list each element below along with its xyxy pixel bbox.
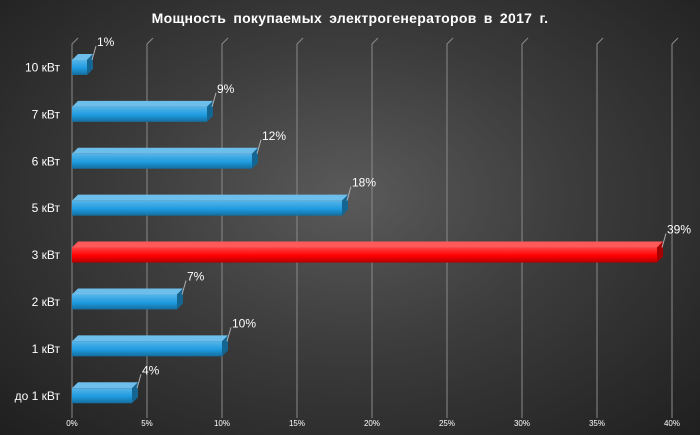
bar-top-face [72,147,258,154]
bar-side-face [87,53,93,75]
gridline [596,37,604,418]
x-tick-label: 0% [66,419,78,428]
bar-top-face [72,53,93,60]
bar-top-face [72,241,663,248]
bar [72,100,213,122]
data-label-leader [91,45,97,61]
bar-front-face [72,294,177,310]
category-label: 3 кВт [32,248,61,262]
category-label: 6 кВт [32,154,61,168]
category-label: 5 кВт [32,201,61,215]
bar-front-face [72,388,132,404]
x-tick-label: 30% [514,419,530,428]
gridline [221,37,229,418]
category-label: 7 кВт [32,107,61,121]
bar-side-face [207,100,213,122]
chart-title: Мощность покупаемых электрогенераторов в… [151,10,549,26]
data-label: 10% [232,316,256,330]
bar-top-face [72,288,183,295]
data-label: 7% [187,269,205,283]
data-label: 1% [97,35,115,49]
bar-top-face [72,382,138,389]
gridline [446,37,454,418]
data-label-leader [346,186,352,201]
x-tick-label: 15% [289,419,305,428]
gridline [671,37,679,418]
data-label: 4% [142,363,160,377]
bar [72,241,663,263]
x-tick-label: 40% [664,419,680,428]
data-label-leader [136,374,142,389]
data-label-leader [661,233,667,248]
bar-side-face [177,288,183,310]
bar [72,335,228,357]
bar-side-face [657,241,663,263]
gridline [296,37,304,418]
bar-top-face [72,100,213,107]
bar-front-face [72,59,87,75]
bar-side-face [132,382,138,404]
x-tick-label: 10% [214,419,230,428]
category-label: до 1 кВт [15,389,61,403]
data-label: 9% [217,82,235,96]
gridline [371,37,379,418]
x-tick-label: 5% [141,419,153,428]
category-label: 2 кВт [32,295,61,309]
gridline [146,37,154,418]
x-tick-label: 35% [589,419,605,428]
bar-front-face [72,200,342,216]
data-label-leader [256,139,262,154]
bar-front-face [72,106,207,122]
bar [72,53,93,75]
bar [72,147,258,169]
gridline [71,37,79,418]
gridline [521,37,529,418]
data-label-leader [226,327,232,342]
bar-front-face [72,341,222,357]
bar [72,194,348,216]
bar-side-face [222,335,228,357]
data-label-leader [211,92,217,107]
bar-top-face [72,335,228,342]
x-tick-label: 20% [364,419,380,428]
data-label: 12% [262,129,286,143]
bar [72,382,138,404]
bar-top-face [72,194,348,201]
data-label: 18% [352,176,376,190]
data-label: 39% [667,223,691,237]
data-label-leader [181,280,187,295]
category-label: 1 кВт [32,342,61,356]
bar [72,288,183,310]
bar-side-face [252,147,258,169]
bar-front-face [72,153,252,169]
gridlines [71,37,679,418]
x-tick-label: 25% [439,419,455,428]
bar-front-face [72,247,657,263]
category-label: 10 кВт [25,60,61,74]
bar-side-face [342,194,348,216]
